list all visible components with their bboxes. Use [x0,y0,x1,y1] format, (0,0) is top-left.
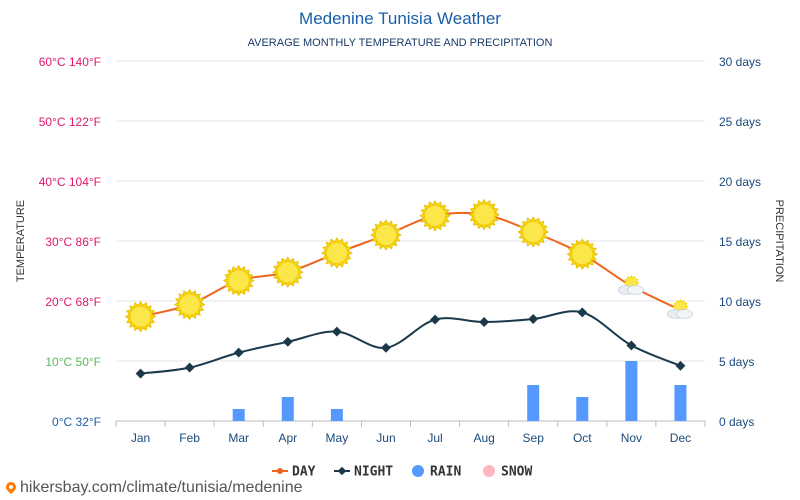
night-point [381,342,391,353]
night-point [626,340,637,351]
sun-disc [424,204,446,227]
night-point [479,317,490,327]
sun-disc [473,203,496,226]
legend-item-day: DAY [272,465,316,480]
night-point [233,347,244,358]
right-axis-title: PRECIPITATION [773,200,785,283]
x-tick-label: Oct [573,431,592,445]
right-axis-labels: 0 days 5 days 10 days 15 days 20 days 25 days… [719,55,761,429]
left-tick-label: 30°C 86°F [45,235,101,249]
legend-label: RAIN [430,465,461,480]
night-series [135,307,686,379]
grid-lines [116,60,705,422]
legend-item-snow: SNOW [483,465,532,480]
footer-url[interactable]: hikersbay.com/climate/tunisia/medenine [20,479,303,496]
sun-disc [325,242,348,264]
day-series [137,211,684,320]
legend-marker [483,465,495,477]
sun-disc [276,261,299,284]
left-tick-label: 20°C 68°F [45,295,101,309]
rain-bar [281,397,294,421]
night-point [331,326,342,337]
left-tick-label: 50°C 122°F [39,115,101,129]
sun-disc [178,293,201,316]
x-tick-label: Dec [670,431,691,445]
left-tick-label: 40°C 104°F [39,175,101,189]
sun-icon [321,237,353,269]
x-tick-label: Feb [179,431,200,445]
cloud-shape [626,285,644,295]
sun-disc [129,305,152,328]
left-axis-labels: 0°C 32°F 10°C 50°F 20°C 68°F 30°C 86°F 40°C … [39,55,101,429]
x-tick-label: Jun [376,431,395,445]
night-point [577,307,588,318]
rain-bar [674,385,687,421]
sun-icon [173,288,206,321]
sun-icon [124,300,157,333]
partly-cloudy-icon [617,275,644,295]
night-point [528,314,539,324]
rain-bar [232,409,245,421]
x-tick-label: Mar [228,431,249,445]
x-tick-label: Sep [523,431,545,445]
legend-marker [337,466,347,476]
sun-icon [517,216,549,248]
right-tick-label: 10 days [719,295,761,309]
left-axis-title: TEMPERATURE [15,200,27,282]
legend-label: SNOW [501,465,532,480]
night-point [184,362,195,373]
legend-item-rain: RAIN [412,465,461,480]
x-tick-label: Jul [427,431,442,445]
night-point [430,314,440,325]
left-tick-label: 60°C 140°F [39,55,101,69]
sun-disc [227,269,250,292]
x-tick-label: Jan [131,431,150,445]
sun-disc [375,224,397,246]
legend-marker [277,468,283,474]
x-tick-label: Aug [473,431,494,445]
right-tick-label: 0 days [719,415,754,429]
rain-bar [576,397,589,421]
x-axis: Jan Feb Mar Apr May Jun Jul Aug Sep Oct Nov Dec [115,421,706,445]
footer[interactable]: hikersbay.com/climate/tunisia/medenine [3,479,303,497]
x-tick-label: Nov [621,431,642,445]
chart-title: Medenine Tunisia Weather [299,9,501,28]
right-tick-label: 30 days [719,55,761,69]
partly-cloudy-icon [667,299,693,319]
sun-icon [566,238,599,270]
legend-item-night: NIGHT [334,465,393,480]
right-tick-label: 5 days [719,355,754,369]
legend-marker [412,465,424,477]
location-pin-icon [3,479,19,495]
rain-bars [232,361,687,421]
legend-label: DAY [292,465,316,480]
sun-disc [571,243,594,266]
left-tick-label: 0°C 32°F [52,415,101,429]
rain-bar [527,385,540,421]
sun-icon [272,256,304,288]
chart-subtitle: AVERAGE MONTHLY TEMPERATURE AND PRECIPIT… [248,37,553,49]
sun-disc [522,221,545,243]
cloud-shape [676,309,693,319]
x-tick-label: Apr [278,431,297,445]
right-tick-label: 15 days [719,235,761,249]
sun-icon [370,219,402,251]
sun-icon [468,198,500,231]
legend-label: NIGHT [354,465,393,480]
weather-icons [124,198,693,333]
rain-bar [330,409,343,421]
night-point [135,368,146,379]
right-tick-label: 25 days [719,115,761,129]
sun-icon [419,200,451,232]
night-point [282,336,293,347]
night-point [675,360,686,371]
rain-bar [625,361,638,421]
night-line [140,310,681,375]
right-tick-label: 20 days [719,175,761,189]
sun-icon [222,264,255,297]
left-tick-label: 10°C 50°F [45,355,101,369]
x-tick-label: May [326,431,349,445]
legend: DAY NIGHT RAIN SNOW [272,465,532,480]
